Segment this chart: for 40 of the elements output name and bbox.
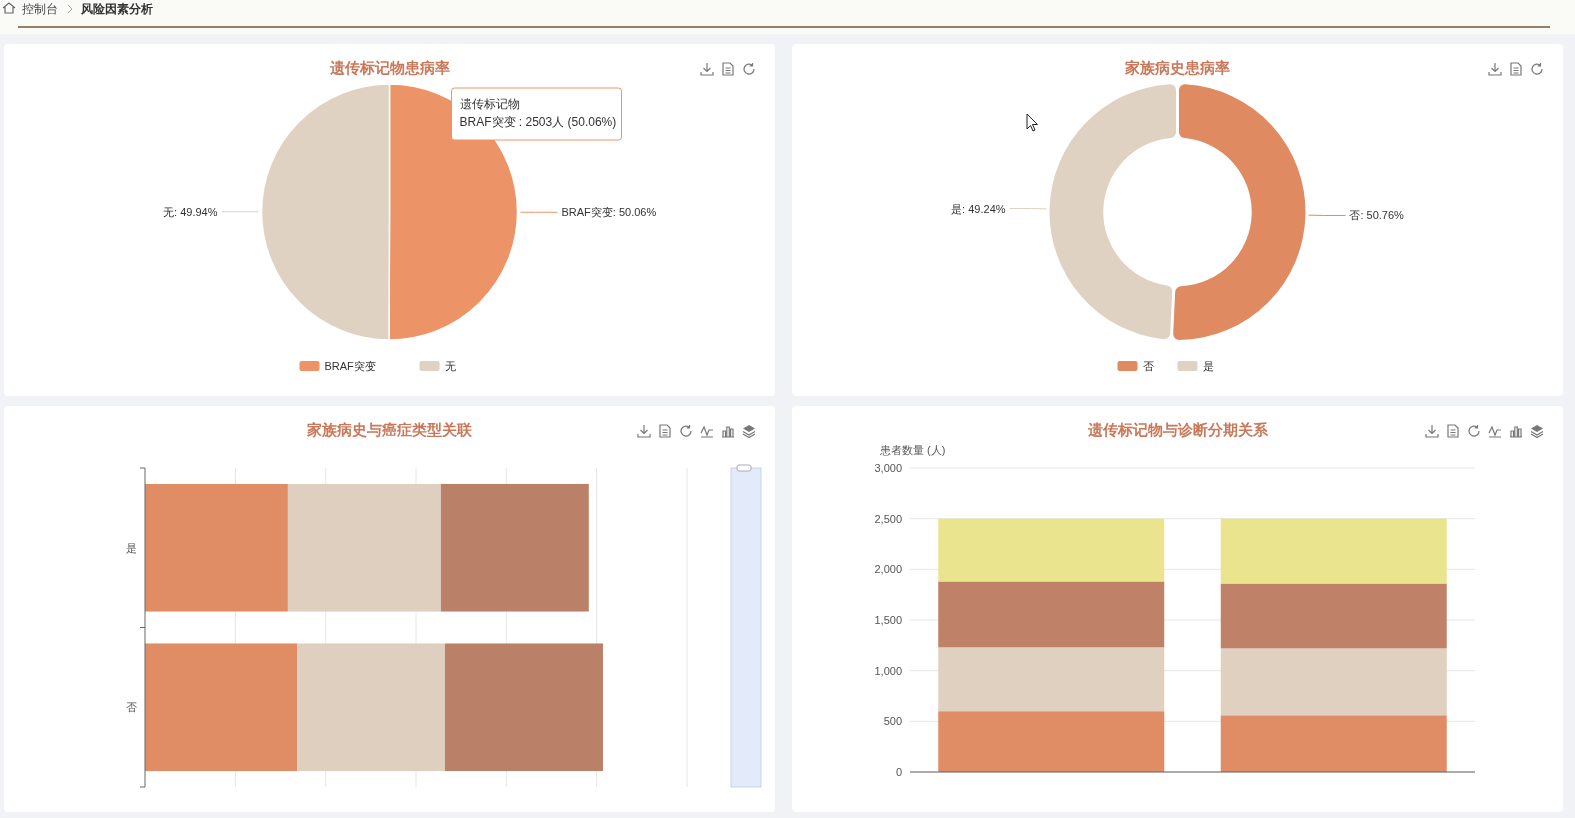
bar	[1220, 715, 1447, 772]
bar	[938, 581, 1165, 648]
data-label: BRAF突变: 50.06%	[561, 206, 657, 219]
bar	[938, 518, 1165, 582]
text: BRAF突变 : 2503人 (50.06%)	[459, 115, 617, 129]
text: 控制台	[22, 2, 58, 16]
bar	[1220, 583, 1447, 649]
legend-label: 否	[1142, 360, 1154, 372]
y-tick-label: 2,500	[874, 512, 902, 525]
bar	[1220, 648, 1447, 716]
chart-title: 家族病史与癌症类型关联	[306, 421, 473, 438]
y-tick-label: 2,000	[874, 563, 902, 576]
bar	[1220, 518, 1447, 584]
y-axis-title: 患者数量 (人)	[879, 444, 946, 456]
data-label: 是: 49.24%	[951, 202, 1006, 215]
bar	[297, 643, 445, 772]
legend-label: 是	[1202, 360, 1214, 372]
text: 遗传标记物	[459, 97, 520, 111]
chart-title: 遗传标记物与诊断分期关系	[1086, 421, 1269, 438]
y-tick-label: 1,500	[874, 614, 902, 626]
y-tick-label: 1,000	[874, 664, 902, 677]
y-tick-label: 3,000	[874, 462, 902, 474]
chart-title: 遗传标记物患病率	[328, 59, 450, 76]
y-tick-label: 500	[883, 715, 902, 728]
data-label: 无: 49.94%	[163, 205, 218, 218]
bar	[938, 647, 1165, 712]
bar	[145, 643, 298, 772]
legend-label: BRAF突变	[324, 360, 376, 372]
bar	[145, 483, 288, 612]
bar	[938, 711, 1165, 772]
y-tick-label: 0	[895, 766, 902, 778]
chart-title: 家族病史患病率	[1124, 59, 1230, 76]
legend-label: 无	[444, 360, 456, 372]
bar	[287, 483, 441, 612]
bar	[440, 483, 589, 612]
text: 风险因素分析	[80, 2, 153, 16]
data-label: 否: 50.76%	[1349, 209, 1405, 222]
donut-slice	[1173, 84, 1306, 340]
donut-slice	[1049, 84, 1177, 340]
bar	[444, 643, 603, 772]
